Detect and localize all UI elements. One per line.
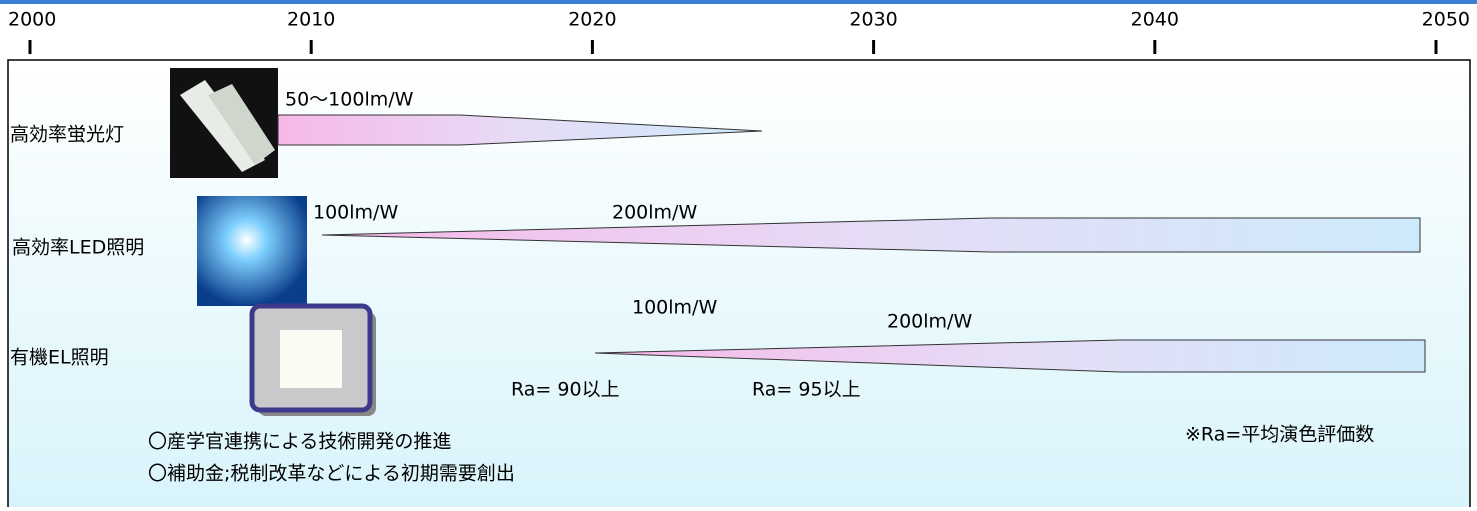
measure: 〇産学官連携による技術開発の推進 [148, 431, 451, 453]
note: 50〜100lm/W [285, 89, 414, 111]
note: 100lm/W [313, 202, 398, 224]
row-label: 高効率LED照明 [12, 237, 144, 259]
note: Ra= 90以上 [511, 379, 620, 401]
year-label: 2040 [1131, 9, 1179, 31]
arrow [321, 217, 1421, 253]
footnote: ※Ra=平均演色評価数 [1185, 424, 1374, 446]
note: Ra= 95以上 [752, 379, 861, 401]
arrow [594, 339, 1426, 373]
year-label: 2030 [849, 9, 897, 31]
year-label: 2050 [1422, 9, 1470, 31]
note: 200lm/W [612, 202, 697, 224]
year-label: 2010 [287, 9, 335, 31]
note: 100lm/W [632, 297, 717, 319]
top-strip [0, 0, 1477, 4]
arrow [277, 114, 763, 146]
note: 200lm/W [887, 311, 972, 333]
row-label: 有機EL照明 [10, 347, 109, 369]
measure: 〇補助金;税制改革などによる初期需要創出 [148, 463, 515, 485]
photo-led [197, 196, 307, 306]
photo-oled [249, 303, 376, 416]
row-label: 高効率蛍光灯 [10, 124, 124, 146]
photo-fluorescent [170, 68, 278, 178]
timeline: 2000 2010 2020 2030 2040 2050 [8, 9, 1470, 54]
year-label: 2020 [568, 9, 616, 31]
year-label: 2000 [8, 9, 56, 31]
